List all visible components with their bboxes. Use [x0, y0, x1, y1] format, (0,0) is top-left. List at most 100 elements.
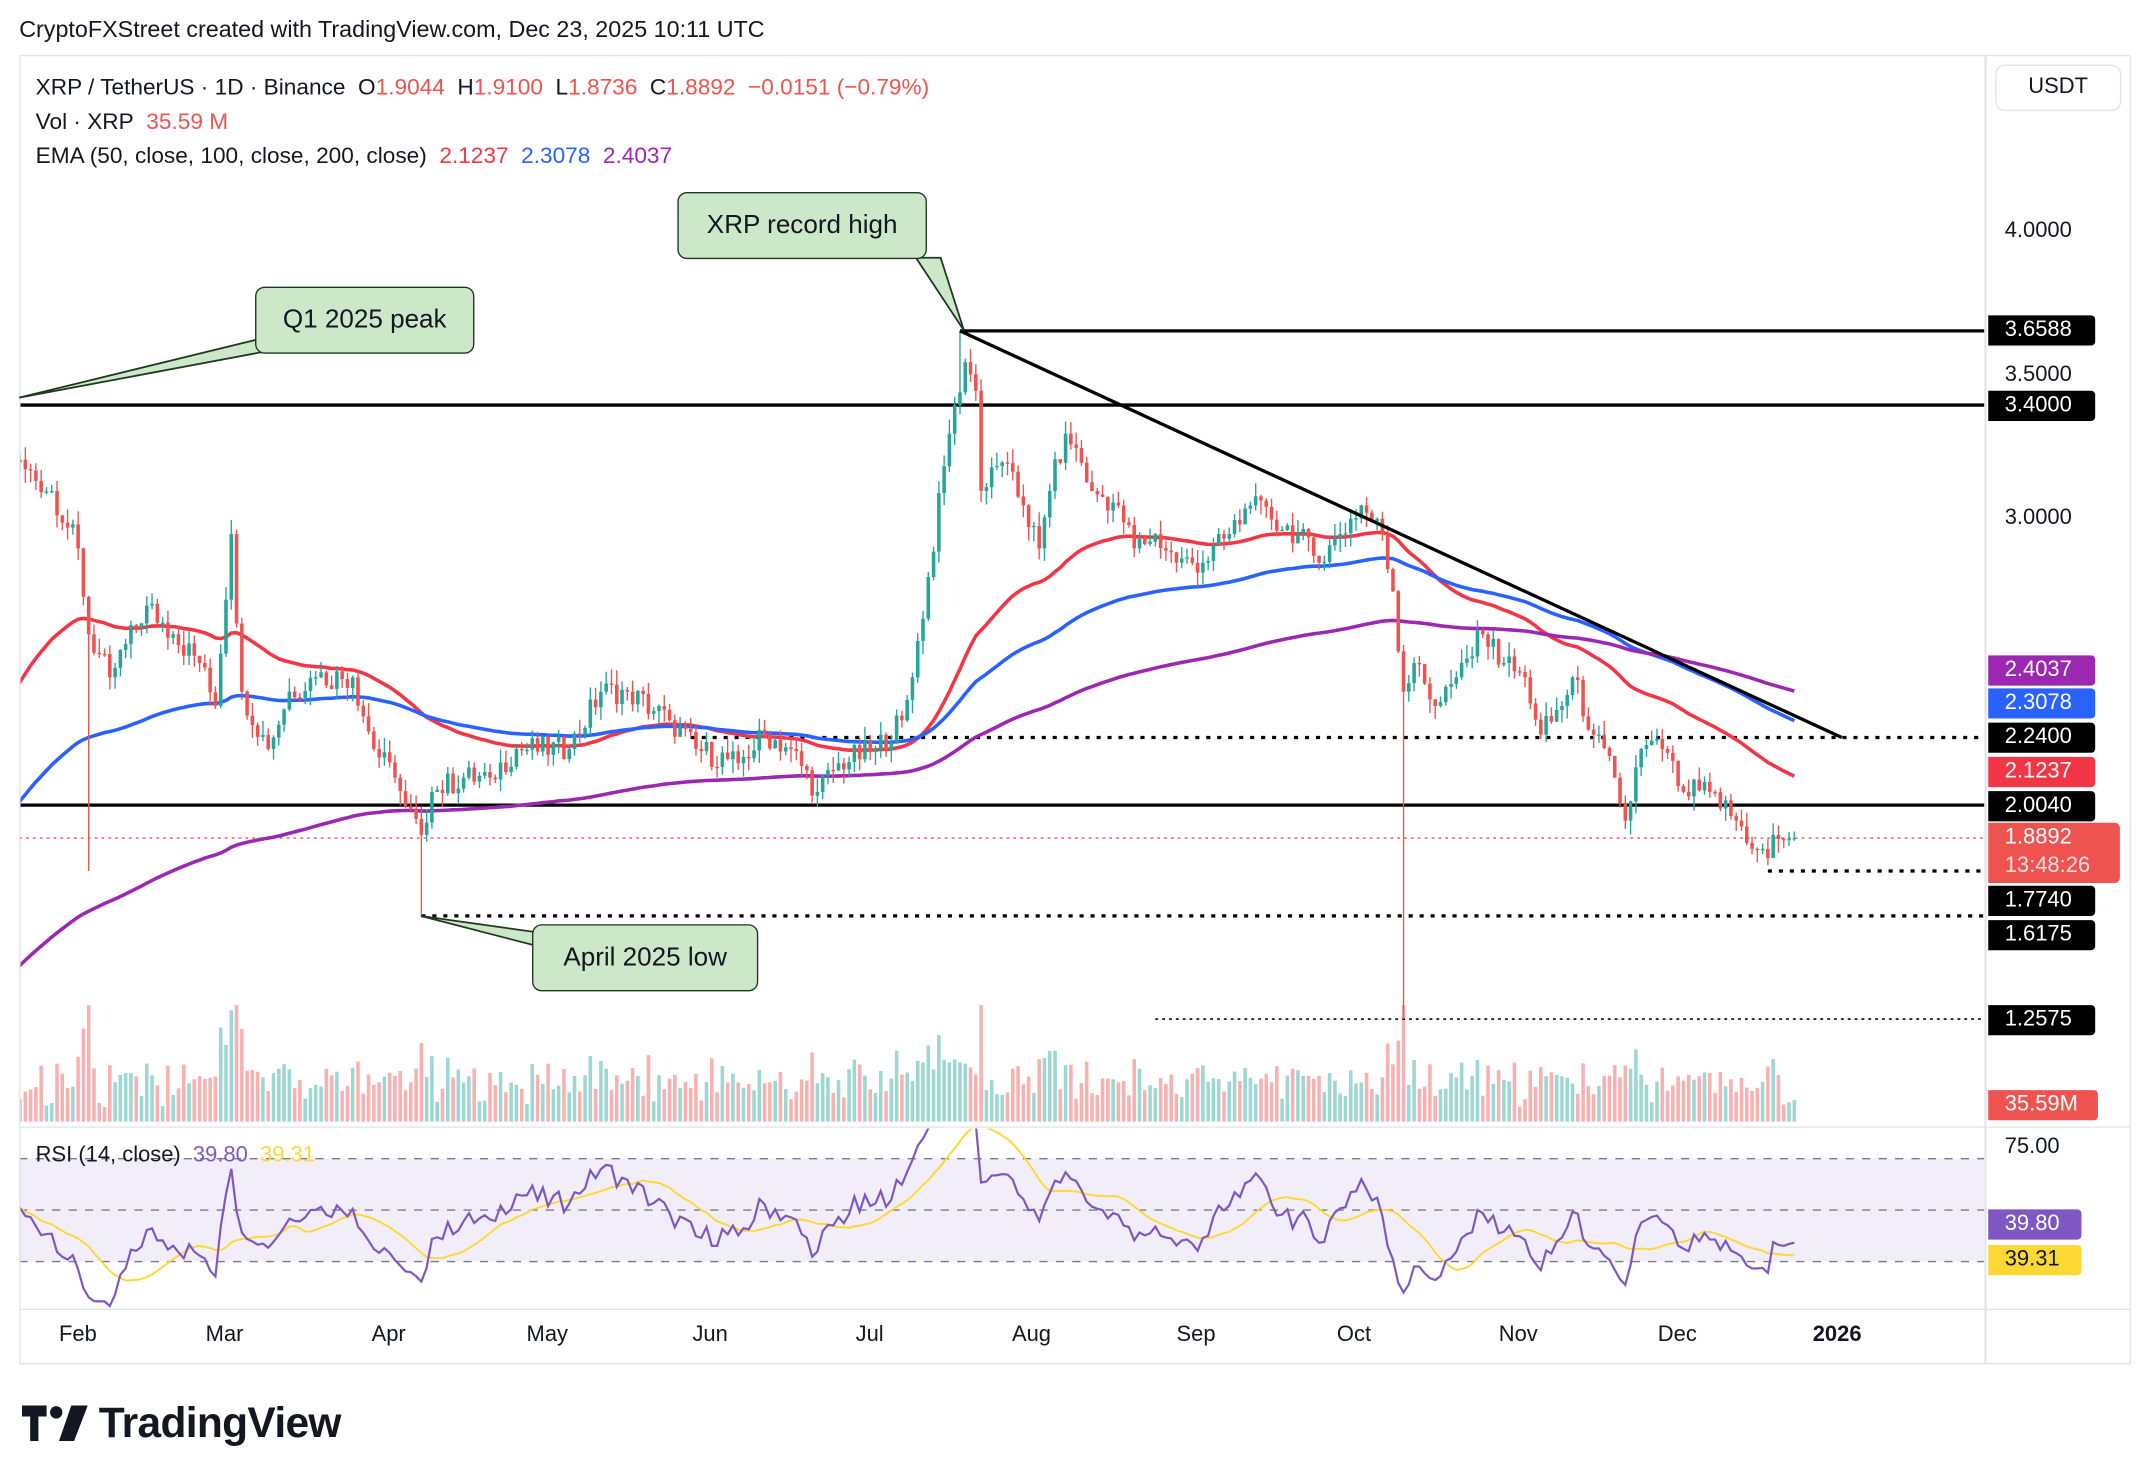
volume-bar	[974, 1074, 978, 1122]
candle-body	[694, 732, 698, 749]
candle-body	[313, 677, 318, 679]
candle-body	[435, 789, 439, 792]
candle-body	[1227, 534, 1232, 539]
candle-body	[319, 672, 323, 678]
volume-bar	[1005, 1092, 1010, 1122]
candle-body	[1723, 800, 1728, 809]
volume-bar	[1602, 1075, 1606, 1122]
volume-bar	[831, 1093, 836, 1122]
candle-body	[1116, 502, 1121, 506]
volume-bar	[1317, 1075, 1321, 1122]
candle-body	[440, 789, 445, 794]
candle-body	[1069, 433, 1073, 445]
candle-body	[255, 725, 260, 737]
candle-body	[1364, 505, 1369, 513]
candle-body	[1148, 541, 1152, 544]
candle-body	[1692, 779, 1696, 797]
tradingview-logo[interactable]: TradingView	[21, 1399, 341, 1448]
volume-bar	[39, 1065, 43, 1122]
volume-label[interactable]: Vol · XRP	[35, 109, 134, 135]
symbol-label[interactable]: XRP / TetherUS · 1D · Binance	[35, 75, 346, 101]
volume-bar	[1090, 1093, 1094, 1122]
volume-bar	[1660, 1067, 1665, 1122]
candle-body	[1306, 528, 1311, 538]
volume-bar	[1211, 1078, 1216, 1122]
volume-bar	[1459, 1062, 1464, 1122]
volume-bar	[1581, 1063, 1585, 1122]
candle-body	[836, 763, 841, 771]
volume-bar	[292, 1088, 297, 1122]
x-tick: Apr	[371, 1323, 406, 1347]
volume-bar	[878, 1071, 883, 1122]
candle-body	[1053, 459, 1057, 492]
close-label: C	[649, 75, 667, 101]
volume-bar	[1396, 1040, 1401, 1122]
volume-bar	[673, 1074, 677, 1122]
rsi-ma-axis-label: 39.31	[1988, 1245, 2082, 1276]
candle-body	[60, 515, 65, 523]
ema-label[interactable]: EMA (50, close, 100, close, 200, close)	[35, 143, 427, 169]
volume-bar	[65, 1087, 70, 1122]
volume-bar	[1364, 1072, 1369, 1122]
trendline[interactable]	[959, 329, 1843, 739]
candle-body	[1591, 729, 1596, 735]
volume-bar	[28, 1089, 33, 1122]
candle-body	[1401, 651, 1406, 692]
candle-body	[361, 705, 366, 717]
volume-bar	[1375, 1094, 1379, 1122]
candle-body	[535, 738, 540, 752]
ema200-label: 2.4037	[1988, 655, 2096, 686]
volume-bar	[1037, 1059, 1041, 1122]
volume-bar	[641, 1095, 645, 1122]
volume-bar	[271, 1073, 276, 1122]
volume-bar	[894, 1050, 899, 1122]
volume-bar	[958, 1062, 962, 1122]
candle-body	[329, 685, 334, 690]
candle-body	[292, 691, 297, 698]
volume-bar	[736, 1082, 740, 1122]
volume-bar	[1047, 1050, 1052, 1122]
volume-bar	[1132, 1059, 1137, 1122]
volume-bar	[113, 1082, 117, 1122]
volume-bar	[1021, 1084, 1026, 1122]
volume-bar	[863, 1075, 867, 1122]
callout-april-low[interactable]: April 2025 low	[532, 924, 759, 992]
candle-body	[857, 744, 862, 760]
volume-bar	[435, 1101, 439, 1122]
candle-body	[1496, 638, 1501, 665]
volume-bar	[356, 1061, 360, 1122]
volume-bar	[477, 1101, 482, 1122]
candle-body	[39, 480, 43, 493]
candle-body	[1190, 557, 1195, 563]
volume-bar	[1053, 1050, 1057, 1122]
volume-bar	[60, 1073, 65, 1122]
low-value: 1.8736	[568, 75, 638, 101]
candle-body	[461, 777, 466, 789]
candle-body	[1512, 656, 1517, 672]
volume-bar	[1084, 1061, 1089, 1122]
volume-bar	[931, 1069, 936, 1122]
candle-body	[884, 734, 888, 751]
volume-bar	[1744, 1087, 1749, 1122]
callout-record-high[interactable]: XRP record high	[677, 191, 927, 260]
candle-body	[1259, 496, 1263, 501]
candle-body	[937, 493, 941, 552]
tradingview-logo-icon	[21, 1405, 88, 1442]
candle-body	[1612, 755, 1617, 778]
candle-body	[942, 466, 946, 494]
volume-bar	[884, 1090, 888, 1122]
candle-body	[1718, 792, 1723, 809]
volume-bar	[1248, 1077, 1253, 1122]
rsi-label[interactable]: RSI (14, close)	[35, 1143, 181, 1167]
candle-body	[1174, 552, 1179, 563]
volume-bar	[1333, 1080, 1337, 1122]
candle-body	[1317, 555, 1321, 563]
volume-bar	[1718, 1071, 1723, 1122]
candle-body	[1232, 520, 1237, 535]
currency-button[interactable]: USDT	[1995, 64, 2122, 112]
volume-bar	[1623, 1065, 1628, 1122]
volume-bar	[1502, 1079, 1506, 1122]
volume-bar	[340, 1090, 344, 1122]
callout-q1-peak[interactable]: Q1 2025 peak	[255, 286, 475, 354]
